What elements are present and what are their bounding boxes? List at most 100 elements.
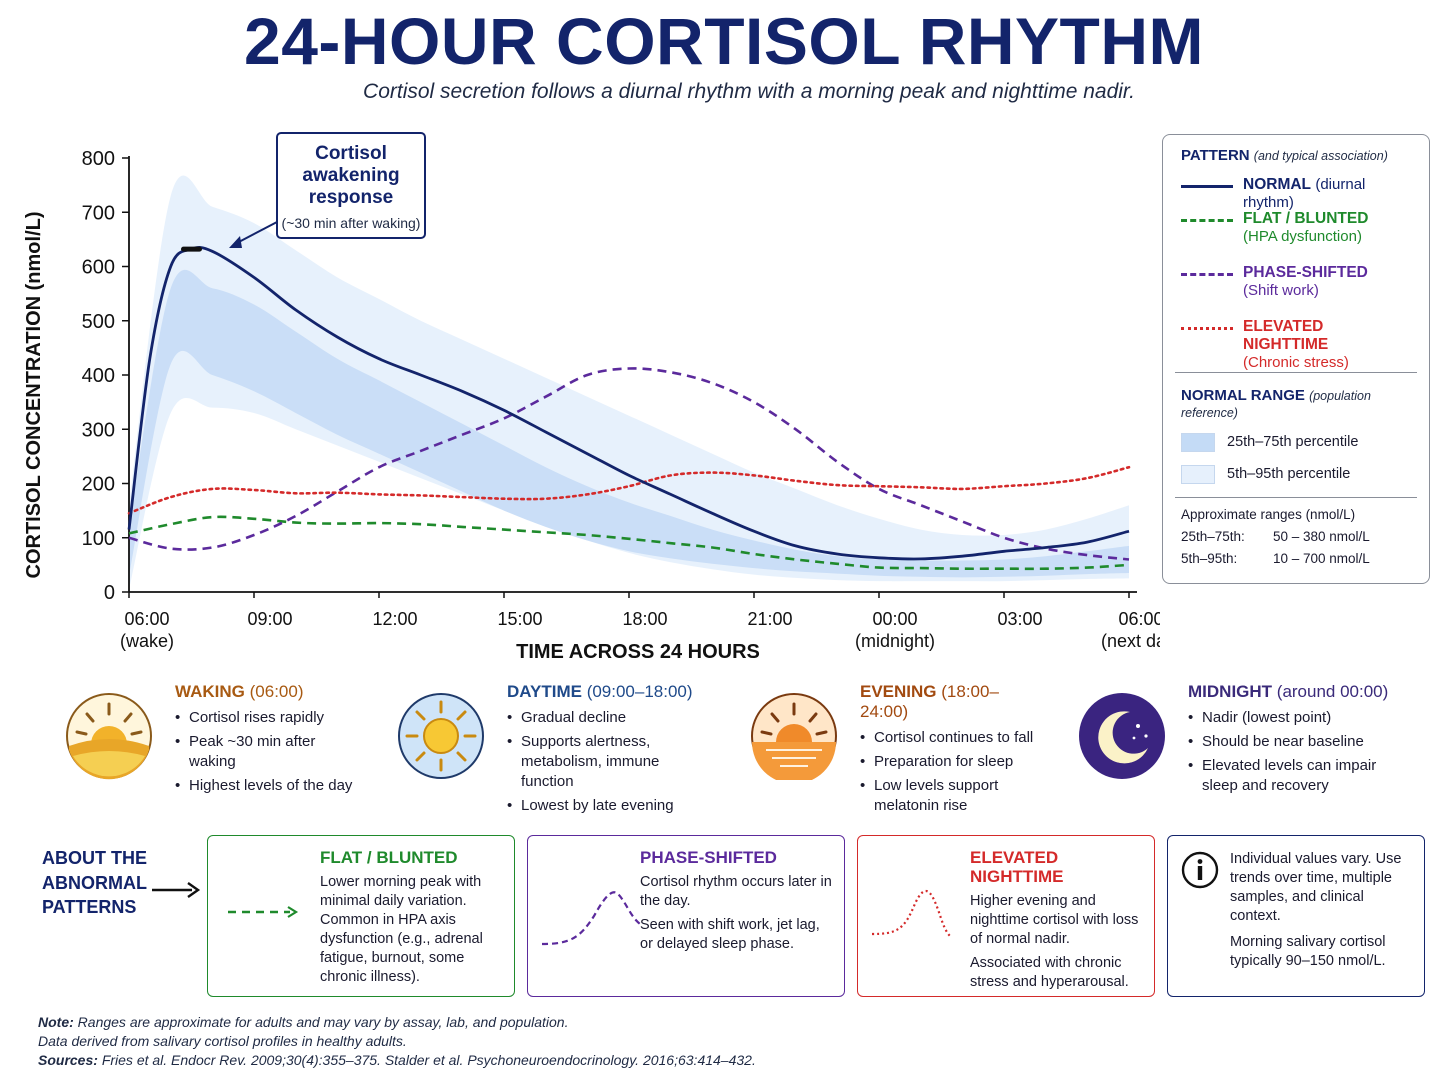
period-bullet: Elevated levels can impair sleep and rec… [1188,756,1403,796]
footer-note: Note: Ranges are approximate for adults … [38,1014,569,1030]
legend-item-name: FLAT / BLUNTED [1243,210,1369,227]
x-tick-label: 15:00 [497,609,542,629]
y-tick-label: 100 [82,528,115,550]
series-line-flat-blunted [128,515,1130,571]
y-tick-label: 300 [82,419,115,441]
legend-divider [1175,497,1417,498]
y-tick-label: 0 [104,582,115,604]
page-title: 24-HOUR CORTISOL RHYTHM [244,4,1204,78]
moon-icon [1079,693,1165,779]
sun-icon [398,693,484,779]
band-25-75 [129,269,1129,578]
period-bullet: Cortisol rises rapidly [175,708,359,728]
y-tick-label: 400 [82,365,115,387]
about-box-text: Lower morning peak with minimal daily va… [320,874,483,985]
legend-item: NORMAL (diurnal rhythm) [1181,176,1411,211]
period-card-daytime: DAYTIME (09:00–18:00) Gradual decline Sup… [381,672,722,816]
chart-legend: PATTERN (and typical association) NORMAL… [1162,134,1430,584]
about-box-title: PHASE-SHIFTED [640,848,777,867]
about-box-title: ELEVATED NIGHTTIME [970,848,1064,886]
footer-derived: Data derived from salivary cortisol prof… [38,1033,407,1049]
legend-pattern-heading: PATTERN (and typical association) [1181,147,1388,164]
legend-swatch [1181,185,1233,188]
legend-item-note: (HPA dysfunction) [1243,228,1362,245]
period-bullet: Should be near baseline [1188,732,1403,752]
legend-item-note: (Chronic stress) [1243,354,1349,371]
legend-90-band: 5th–95th percentile [1181,463,1411,495]
elevated-curve-icon [871,889,951,937]
annotation-title: Cortisol [315,143,387,164]
legend-swatch [1181,219,1233,222]
y-tick-label: 800 [82,148,115,170]
series-line-phase-shifted [128,367,1130,561]
approx-ranges-heading: Approximate ranges (nmol/L) [1181,507,1356,522]
period-bullet: Lowest by late evening [507,796,712,816]
period-bullet: Preparation for sleep [860,752,1039,772]
period-title: MIDNIGHT (around 00:00) [1188,682,1389,701]
x-tick-label: 03:00 [997,609,1042,629]
legend-item: FLAT / BLUNTED (HPA dysfunction) [1181,210,1411,264]
approx-range-90: 5th–95th: 10 – 700 nmol/L [1181,551,1370,566]
legend-item: PHASE-SHIFTED (Shift work) [1181,264,1411,318]
x-tick-sublabel: (midnight) [855,631,935,651]
annotation-box [276,132,426,239]
x-tick-label: 06:00 [1118,609,1160,629]
period-card-waking: WAKING (06:00) Cortisol rises rapidly Pea… [49,672,369,810]
period-title: DAYTIME (09:00–18:00) [507,682,693,701]
arrow-right-icon [152,882,201,898]
approx-range-iqr: 25th–75th: 50 – 380 nmol/L [1181,529,1370,544]
x-tick-sublabel: (next day) [1101,631,1160,651]
about-box-text: Cortisol rhythm occurs later in the day. [640,874,832,909]
about-box-title: FLAT / BLUNTED [320,848,458,867]
annotation-note: (~30 min after waking) [282,215,421,231]
footer-notes: Note: Ranges are approximate for adults … [38,1013,756,1070]
legend-swatch [1181,327,1233,330]
phase-curve-icon [541,891,641,946]
about-box-elevated: ELEVATED NIGHTTIME Higher evening and ni… [857,835,1155,997]
y-axis-label: CORTISOL CONCENTRATION (nmol/L) [23,211,45,578]
x-tick-label: 09:00 [247,609,292,629]
legend-item-note: (Shift work) [1243,282,1319,299]
legend-divider [1175,372,1417,373]
legend-iqr-band: 25th–75th percentile [1181,431,1411,463]
period-bullet: Supports alertness, metabolism, immune f… [507,732,712,792]
y-tick-label: 700 [82,202,115,224]
page-subtitle: Cortisol secretion follows a diurnal rhy… [363,80,1135,103]
sunset-icon [751,693,837,780]
annotation-title: response [309,187,393,208]
about-box-text: Higher evening and nighttime cortisol wi… [970,893,1139,947]
period-bullet: Highest levels of the day [175,776,359,796]
footer-sources: Sources: Fries et al. Endocr Rev. 2009;3… [38,1052,756,1068]
x-tick-label: 21:00 [747,609,792,629]
sunrise-icon [66,693,152,780]
y-tick-label: 600 [82,257,115,279]
x-tick-label: 12:00 [372,609,417,629]
about-box-text: Individual values vary. Use trends over … [1230,851,1402,924]
series-line-elevated-nighttime [127,465,1131,515]
series-line-normal [127,246,1130,561]
period-card-evening: EVENING (18:00–24:00) Cortisol continues… [734,672,1049,814]
x-tick-label: 00:00 [872,609,917,629]
annotation-leader [234,221,278,245]
x-tick-sublabel: (wake) [120,631,174,651]
legend-item: ELEVATED NIGHTTIME (Chronic stress) [1181,318,1411,372]
legend-item-note: (diurnal rhythm) [1243,176,1366,211]
about-box-flat: FLAT / BLUNTED Lower morning peak with m… [207,835,515,997]
period-bullet: Peak ~30 min after waking [175,732,359,772]
about-box-text: Morning salivary cortisol typically 90–1… [1230,934,1386,969]
period-title: EVENING (18:00–24:00) [860,682,999,721]
info-icon [1181,851,1219,889]
period-bullet: Nadir (lowest point) [1188,708,1403,728]
about-box-phase: PHASE-SHIFTED Cortisol rhythm occurs lat… [527,835,845,997]
period-bullet: Cortisol continues to fall [860,728,1039,748]
annotation-arrowhead [229,236,242,248]
about-box-info: Individual values vary. Use trends over … [1167,835,1425,997]
y-tick-label: 200 [82,474,115,496]
x-tick-label: 18:00 [622,609,667,629]
period-card-midnight: MIDNIGHT (around 00:00) Nadir (lowest po… [1062,672,1413,810]
x-axis-label: TIME ACROSS 24 HOURS [516,641,760,663]
dashed-arrow-icon [228,906,299,918]
y-tick-label: 500 [82,311,115,333]
cortisol-line-chart: 0 100 200 300 400 500 600 700 800 06:00 (wake) 09:0… [23,132,1160,663]
period-title: WAKING (06:00) [175,682,304,701]
